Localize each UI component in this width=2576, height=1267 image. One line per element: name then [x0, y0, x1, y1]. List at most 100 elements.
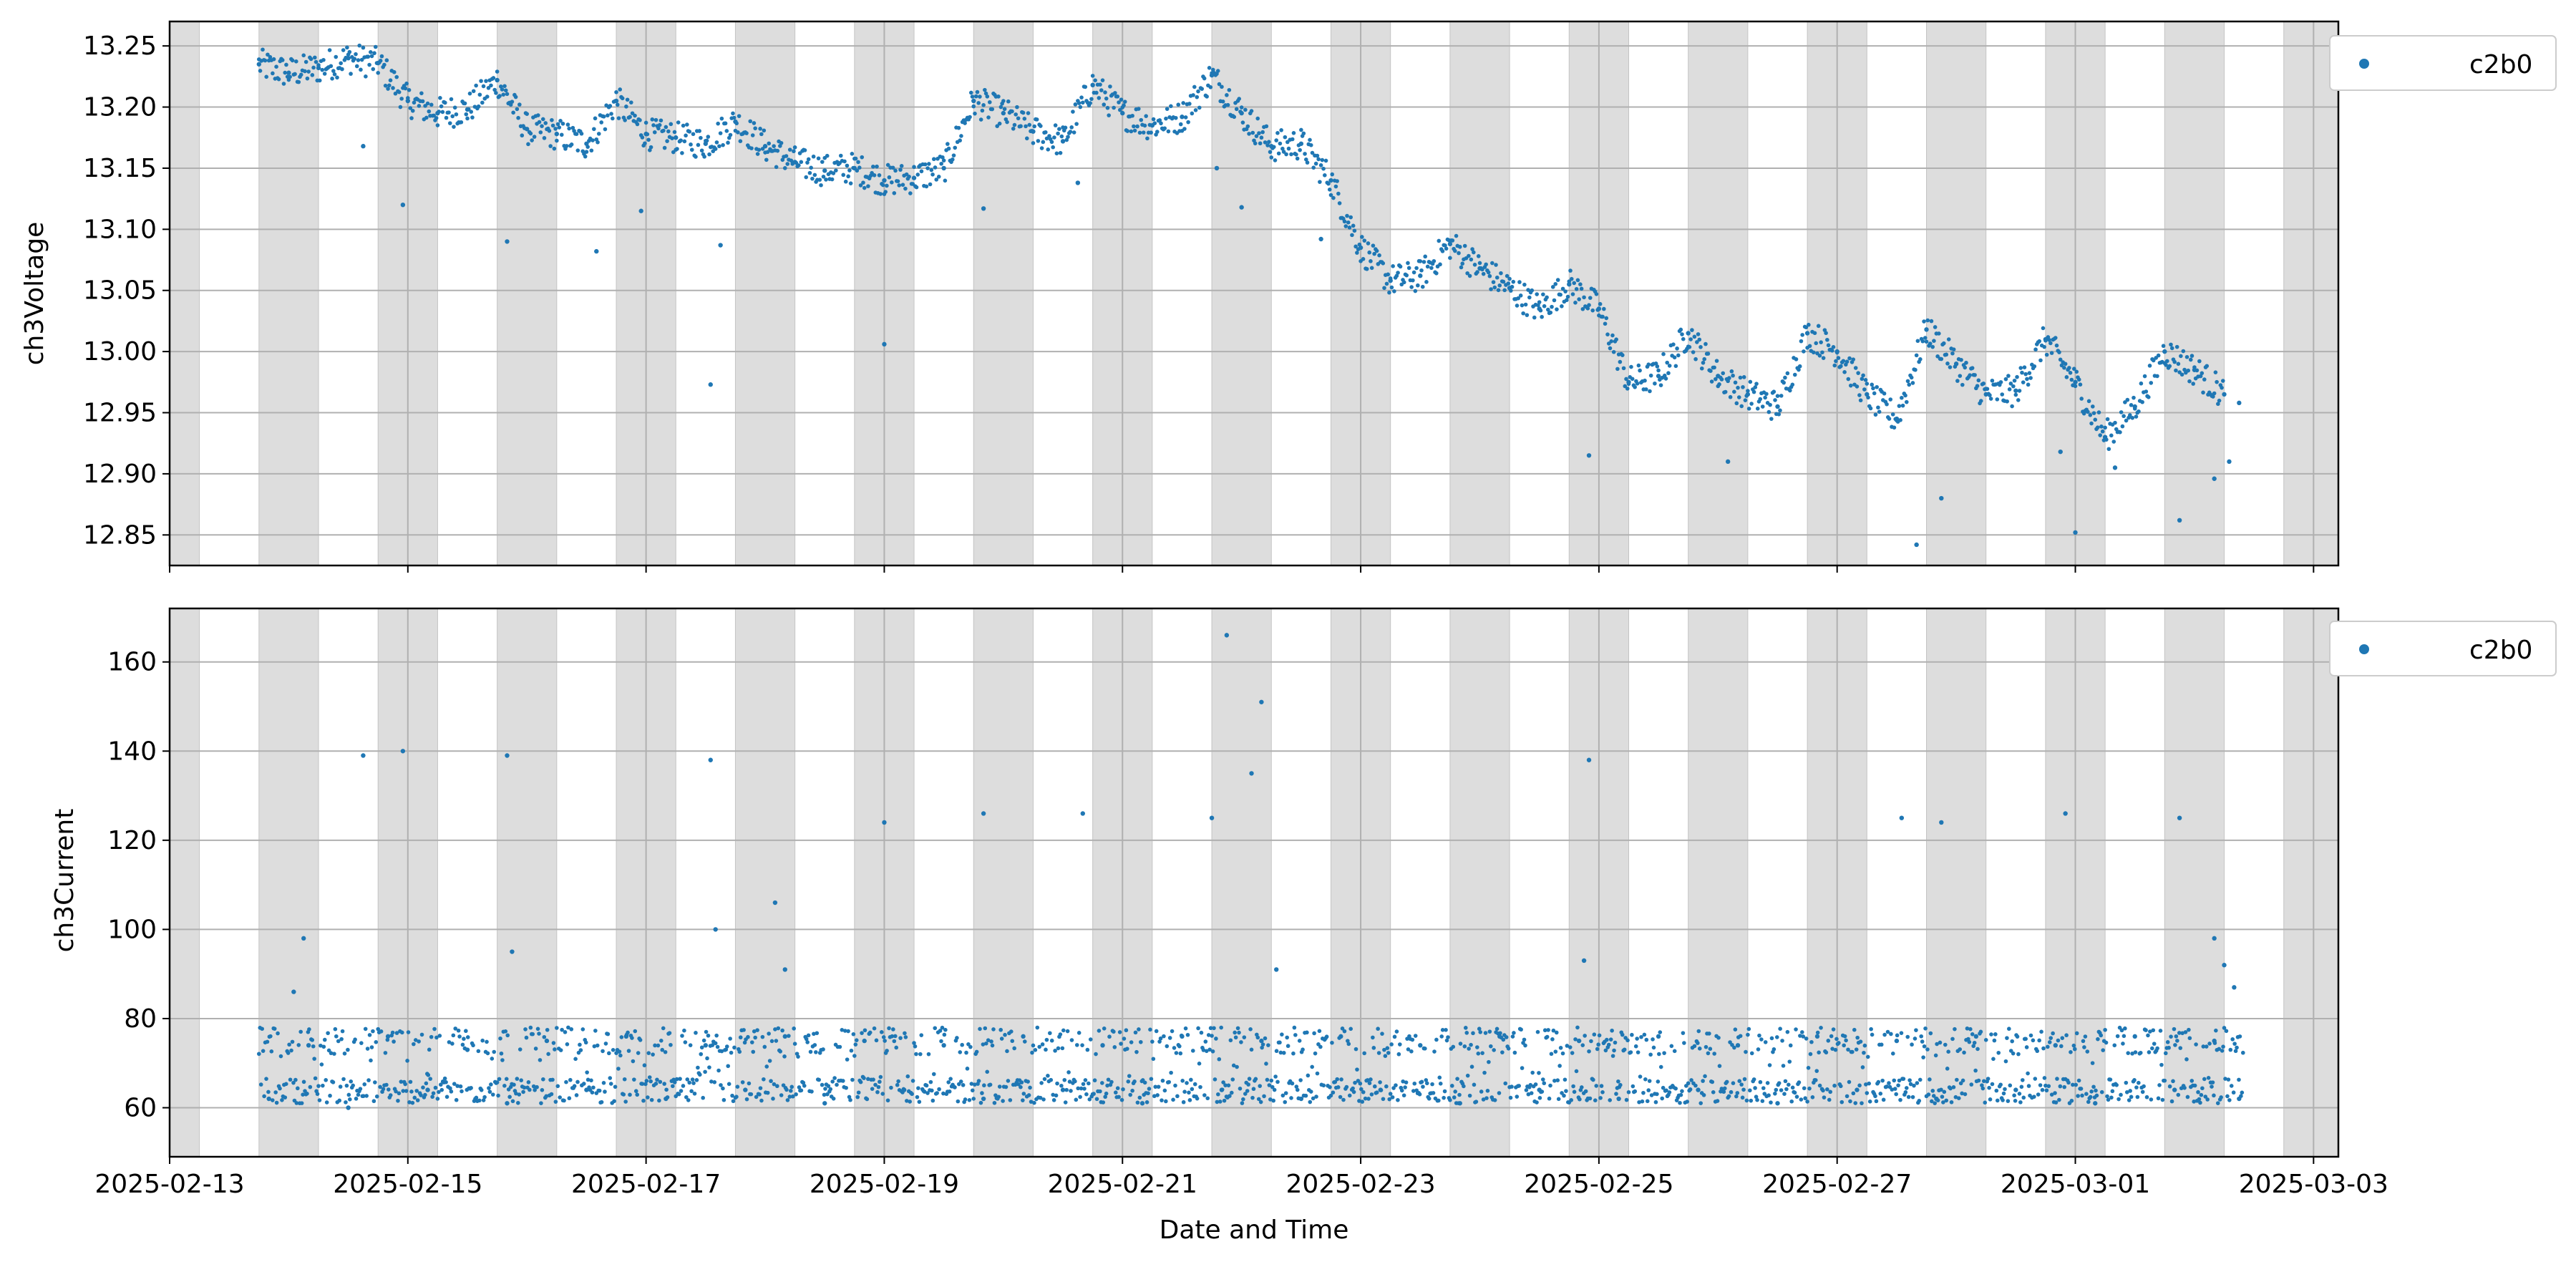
data-point	[1026, 1079, 1030, 1084]
data-point	[876, 1084, 881, 1089]
data-point	[1369, 1077, 1373, 1082]
data-point	[1053, 123, 1058, 127]
data-point	[293, 72, 297, 77]
data-point	[719, 1083, 723, 1087]
data-point	[2184, 1057, 2189, 1062]
data-point	[1308, 142, 1313, 147]
data-point	[1351, 1086, 1355, 1091]
data-point	[1212, 1077, 1217, 1082]
data-point	[1618, 1082, 1623, 1087]
data-point	[1763, 395, 1767, 400]
data-point	[1921, 1055, 1925, 1059]
data-point	[1130, 113, 1134, 118]
data-point	[731, 111, 735, 116]
data-point	[1775, 394, 1780, 398]
data-point	[361, 753, 366, 758]
data-point	[1733, 380, 1738, 385]
data-point	[1973, 373, 1977, 377]
data-point	[672, 1080, 677, 1084]
data-point	[808, 1049, 813, 1054]
data-point	[541, 1077, 545, 1082]
data-point	[1341, 1097, 1346, 1102]
data-point	[1377, 253, 1381, 258]
data-point	[1975, 384, 1980, 388]
data-point	[890, 165, 895, 170]
data-point	[1804, 331, 1810, 336]
data-point	[1868, 406, 1873, 411]
data-point	[271, 71, 275, 76]
data-point	[1671, 342, 1676, 346]
data-point	[570, 125, 575, 130]
data-point	[1348, 215, 1353, 220]
data-point	[1563, 289, 1568, 293]
data-point	[825, 1092, 830, 1097]
data-point	[847, 168, 852, 173]
data-point	[1825, 337, 1829, 342]
data-point	[1438, 1082, 1443, 1086]
data-point	[530, 138, 534, 142]
data-point	[871, 1077, 875, 1082]
data-point	[1344, 1084, 1349, 1089]
data-point	[294, 59, 298, 64]
data-point	[2094, 1088, 2098, 1093]
data-point	[327, 48, 332, 52]
data-point	[2115, 1034, 2120, 1039]
data-point	[805, 160, 810, 165]
data-point	[1855, 1035, 1860, 1040]
data-point	[447, 121, 452, 125]
data-point	[2149, 1097, 2154, 1102]
data-point	[1754, 382, 1759, 386]
data-point	[2235, 1045, 2239, 1050]
data-point	[1459, 265, 1464, 270]
data-point	[1444, 1028, 1448, 1032]
data-point	[706, 135, 711, 139]
data-point	[1392, 289, 1396, 293]
data-point	[1268, 150, 1273, 155]
data-point	[1074, 122, 1079, 126]
data-point	[1819, 1026, 1823, 1030]
data-point	[1804, 325, 1809, 330]
data-point	[1219, 1025, 1224, 1030]
data-point	[816, 156, 821, 161]
data-point	[1336, 1085, 1341, 1089]
data-point	[1856, 371, 1860, 375]
data-point	[1867, 1099, 1872, 1104]
data-point	[363, 1026, 368, 1031]
data-point	[2016, 398, 2021, 402]
data-point	[1010, 109, 1014, 114]
data-point	[657, 122, 662, 127]
data-point	[1380, 1031, 1384, 1036]
data-point	[1386, 272, 1391, 277]
data-point	[1580, 306, 1585, 311]
data-point	[262, 1094, 266, 1099]
data-point	[2223, 1077, 2227, 1081]
data-point	[288, 74, 292, 79]
data-point	[892, 191, 897, 195]
data-point	[1808, 1052, 1813, 1057]
data-point	[1879, 1042, 1884, 1047]
data-point	[685, 122, 689, 127]
data-point	[514, 1091, 518, 1096]
x-tick-label: 2025-02-19	[810, 1170, 959, 1199]
data-point	[2121, 414, 2126, 419]
data-point	[1874, 1099, 1879, 1104]
current-plot-frame	[168, 607, 2340, 1158]
data-point	[915, 1094, 920, 1099]
data-point	[1665, 360, 1670, 365]
data-point	[369, 1058, 373, 1063]
data-point	[326, 1031, 330, 1036]
data-point	[1648, 373, 1653, 378]
data-point	[905, 1074, 910, 1079]
data-point	[2140, 1089, 2145, 1094]
data-point	[650, 117, 655, 122]
data-point	[1842, 370, 1847, 374]
data-point	[496, 1093, 500, 1098]
data-point	[1136, 107, 1141, 111]
data-point	[494, 91, 498, 95]
data-point	[653, 1043, 657, 1048]
data-point	[585, 1077, 590, 1082]
data-point	[1973, 1068, 1978, 1073]
data-point	[1080, 100, 1085, 105]
data-point	[646, 1095, 650, 1099]
data-point	[1271, 145, 1276, 150]
